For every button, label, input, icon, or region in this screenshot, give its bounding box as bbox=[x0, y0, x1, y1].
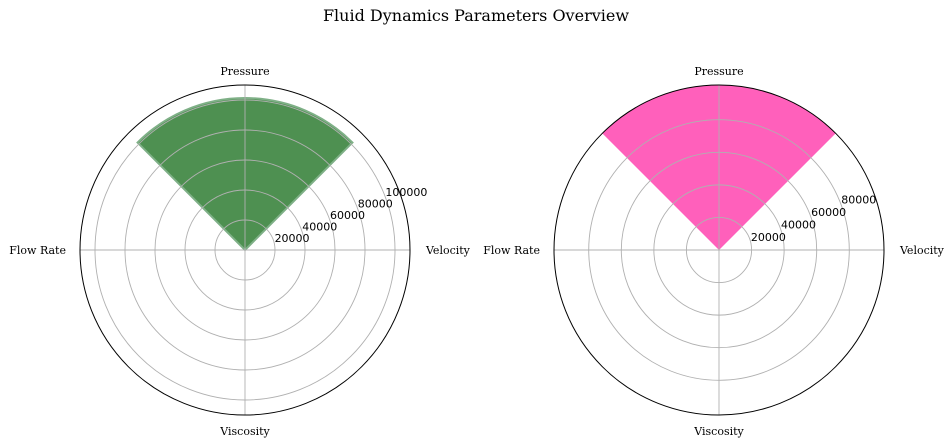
radial-tick-label: 80000 bbox=[358, 197, 393, 210]
radial-tick-label: 40000 bbox=[781, 218, 816, 231]
category-label-viscosity: Viscosity bbox=[693, 425, 744, 438]
radial-tick-label: 60000 bbox=[330, 209, 365, 222]
category-label-pressure: Pressure bbox=[694, 65, 743, 78]
polar-frame bbox=[553, 84, 885, 416]
radial-tick-label: 60000 bbox=[811, 206, 846, 219]
category-label-flow-rate: Flow Rate bbox=[483, 244, 540, 257]
category-label-flow-rate: Flow Rate bbox=[9, 244, 66, 257]
figure-title: Fluid Dynamics Parameters Overview bbox=[323, 6, 629, 25]
category-label-velocity: Velocity bbox=[899, 244, 945, 257]
radial-tick-label: 20000 bbox=[275, 232, 310, 245]
category-label-pressure: Pressure bbox=[220, 65, 269, 78]
polar-frame bbox=[79, 84, 411, 416]
radial-tick-label: 100000 bbox=[385, 186, 427, 199]
radial-tick-label: 20000 bbox=[751, 231, 786, 244]
radial-tick-label: 40000 bbox=[302, 220, 337, 233]
radial-tick-label: 80000 bbox=[841, 193, 876, 206]
category-label-velocity: Velocity bbox=[425, 244, 471, 257]
category-label-viscosity: Viscosity bbox=[219, 425, 270, 438]
